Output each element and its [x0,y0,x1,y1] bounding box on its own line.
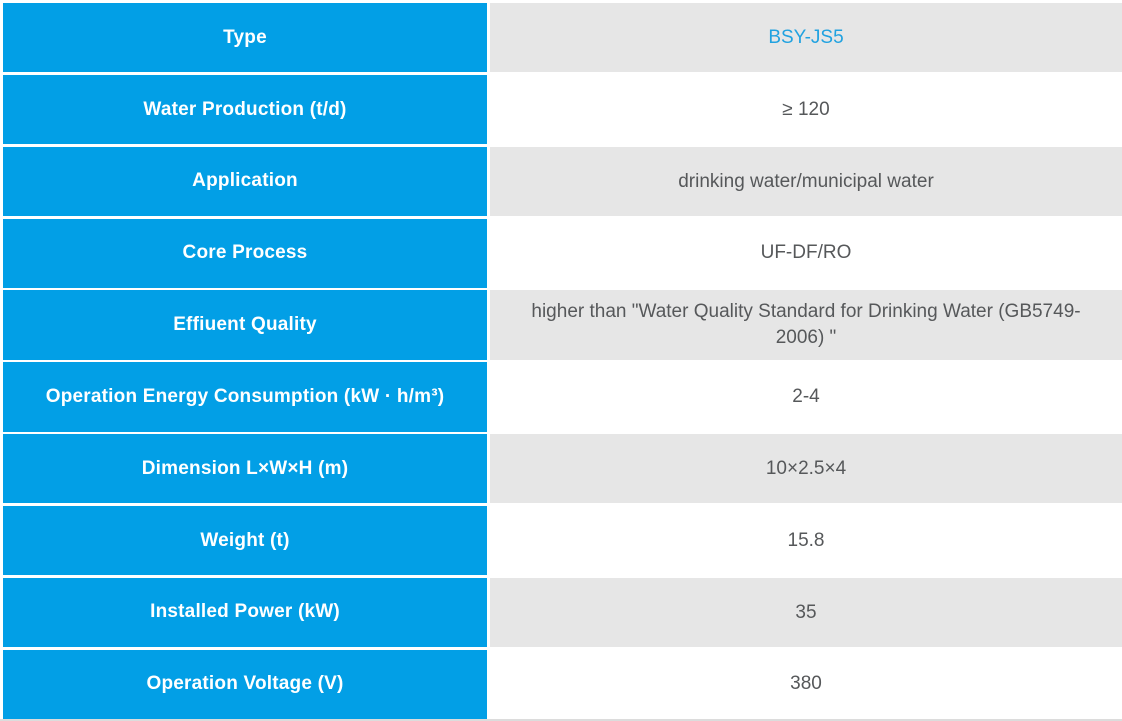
spec-label-installed-power: Installed Power (kW) [3,577,487,648]
spec-value-effluent-quality: higher than "Water Quality Standard for … [490,290,1122,360]
spec-value-application: drinking water/municipal water [490,146,1122,217]
spec-value-dimension: 10×2.5×4 [490,434,1122,504]
spec-label-operation-voltage: Operation Voltage (V) [3,649,487,719]
spec-value-energy-consumption: 2-4 [490,362,1122,432]
table-row-dimension: Dimension L×W×H (m) 10×2.5×4 [3,434,1122,504]
spec-label-application: Application [3,146,487,217]
table-row-operation-voltage: Operation Voltage (V) 380 [3,649,1122,719]
spec-label-weight: Weight (t) [3,505,487,576]
spec-value-installed-power: 35 [490,577,1122,648]
table-row-water-production: Water Production (t/d) ≥ 120 [3,74,1122,145]
table-row-installed-power: Installed Power (kW) 35 [3,577,1122,648]
spec-label-dimension: Dimension L×W×H (m) [3,434,487,504]
table-row-energy-consumption: Operation Energy Consumption (kW · h/m³)… [3,362,1122,432]
spec-value-operation-voltage: 380 [490,649,1122,719]
spec-value-core-process: UF-DF/RO [490,218,1122,288]
table-row-type: Type BSY-JS5 [3,3,1122,73]
spec-value-weight: 15.8 [490,505,1122,576]
table-row-weight: Weight (t) 15.8 [3,505,1122,576]
spec-label-core-process: Core Process [3,218,487,288]
spec-label-energy-consumption: Operation Energy Consumption (kW · h/m³) [3,362,487,432]
table-row-core-process: Core Process UF-DF/RO [3,218,1122,288]
spec-value-model: BSY-JS5 [490,3,1122,73]
table-row-application: Application drinking water/municipal wat… [3,146,1122,217]
spec-value-water-production: ≥ 120 [490,74,1122,145]
spec-label-water-production: Water Production (t/d) [3,74,487,145]
spec-label-effluent-quality: Effiuent Quality [3,290,487,360]
table-row-effluent-quality: Effiuent Quality higher than "Water Qual… [3,290,1122,360]
spec-label-type: Type [3,3,487,73]
